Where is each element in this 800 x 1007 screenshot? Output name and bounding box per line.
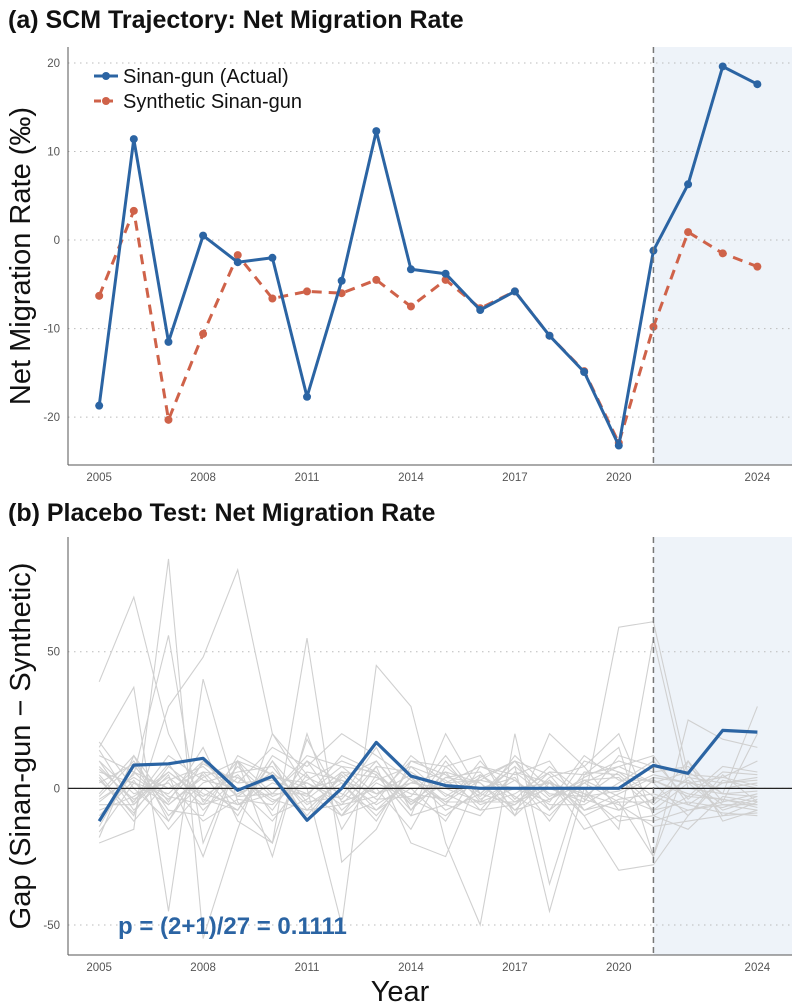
synthetic-point [372,275,381,284]
synthetic-point [129,206,138,215]
actual-point [406,265,415,274]
x-tick-label: 2020 [606,472,632,484]
legend: Sinan-gun (Actual) Synthetic Sinan-gun [94,66,302,113]
x-tick-label: 2024 [745,472,771,484]
x-tick-label: 2005 [86,472,112,484]
synthetic-point [684,228,693,237]
panel-b-x-axis-label: Year [371,976,430,1007]
legend-item-synthetic: Synthetic Sinan-gun [94,91,302,113]
synthetic-line [97,209,758,445]
actual-point [199,231,208,240]
x-tick-label: 2014 [398,472,424,484]
y-tick-label: -50 [43,920,60,932]
x-tick-label: 2008 [190,472,216,484]
legend-label-synthetic: Synthetic Sinan-gun [123,91,302,113]
legend-item-actual: Sinan-gun (Actual) [94,66,289,88]
panel-a-series [95,47,762,465]
actual-point [718,62,727,71]
synthetic-point [95,291,104,300]
actual-point [303,392,312,401]
panel-b-y-axis-label: Gap (Sinan-gun − Synthetic) [5,563,37,930]
legend-label-actual: Sinan-gun (Actual) [123,66,289,88]
y-tick-label: 50 [47,647,60,659]
actual-point [753,80,762,89]
p-value-annotation: p = (2+1)/27 = 0.1111 [118,913,347,940]
x-tick-label: 2011 [295,962,320,974]
x-tick-label: 2020 [606,962,632,974]
synthetic-point [649,322,658,331]
post-treatment-shading [653,537,792,955]
placebo-line [98,637,758,914]
x-tick-label: 2024 [745,962,771,974]
panel-a-title: (a) SCM Trajectory: Net Migration Rate [8,6,464,34]
panel-b-series [68,537,792,955]
placebo-line [98,746,758,831]
actual-point [233,258,242,267]
panel-a-y-axis-label: Net Migration Rate (‰) [5,107,37,405]
panel-b-axes [67,537,792,956]
x-tick-label: 2017 [502,472,528,484]
synthetic-point [268,294,277,303]
actual-point [476,306,485,315]
actual-point [545,331,554,340]
synthetic-point [233,251,242,260]
placebo-line [98,760,758,822]
placebo-line [98,635,758,871]
series-actual [95,62,762,450]
actual-point [164,337,173,346]
placebo-line [98,760,758,823]
actual-point [372,127,381,136]
placebo-line [98,754,758,822]
x-tick-label: 2005 [86,962,112,974]
y-tick-label: 10 [47,147,60,159]
x-tick-label: 2017 [502,962,528,974]
actual-point [441,269,450,278]
actual-point [684,180,693,189]
x-tick-label: 2014 [398,962,424,974]
y-tick-label: -10 [43,324,60,336]
panel-a-scm-trajectory: (a) SCM Trajectory: Net Migration Rate -… [5,6,792,484]
x-tick-label: 2008 [190,962,216,974]
y-tick-label: -20 [43,412,60,424]
synthetic-point [406,302,415,311]
panel-b-background [653,537,792,955]
synthetic-point [753,262,762,271]
y-tick-label: 0 [54,235,60,247]
x-tick-label: 2011 [295,472,320,484]
legend-marker-actual [102,72,110,80]
placebo-line [98,567,758,858]
panel-a-gridlines [68,62,792,418]
actual-point [580,368,589,377]
placebo-line [98,760,758,822]
synthetic-point [199,329,208,338]
synthetic-point [303,287,312,296]
panel-b-placebo-test: (b) Placebo Test: Net Migration Rate -50… [5,499,792,1007]
y-tick-label: 20 [47,58,60,70]
placebo-line [98,760,758,833]
synthetic-point [718,249,727,258]
y-tick-label: 0 [54,783,60,795]
actual-point [268,253,277,262]
actual-point [129,135,138,144]
synthetic-point [164,415,173,424]
actual-point [95,401,104,410]
placebo-line [98,749,758,822]
placebo-line [98,760,758,827]
actual-point [614,441,623,450]
treated-gap-line [97,728,758,822]
panel-b-title: (b) Placebo Test: Net Migration Rate [8,499,435,527]
legend-marker-synthetic [102,97,110,105]
actual-point [337,276,346,285]
placebo-line [99,760,758,828]
panel-b-tick-labels: -50 0 50 2005 2008 2011 2014 2017 2020 2024 [43,647,770,974]
panel-a-axes [67,47,792,466]
actual-point [510,287,519,296]
panel-a-tick-labels: -20 -10 0 10 20 2005 2008 2011 2014 2017 2020 2024 [43,58,770,484]
actual-line [97,65,759,447]
